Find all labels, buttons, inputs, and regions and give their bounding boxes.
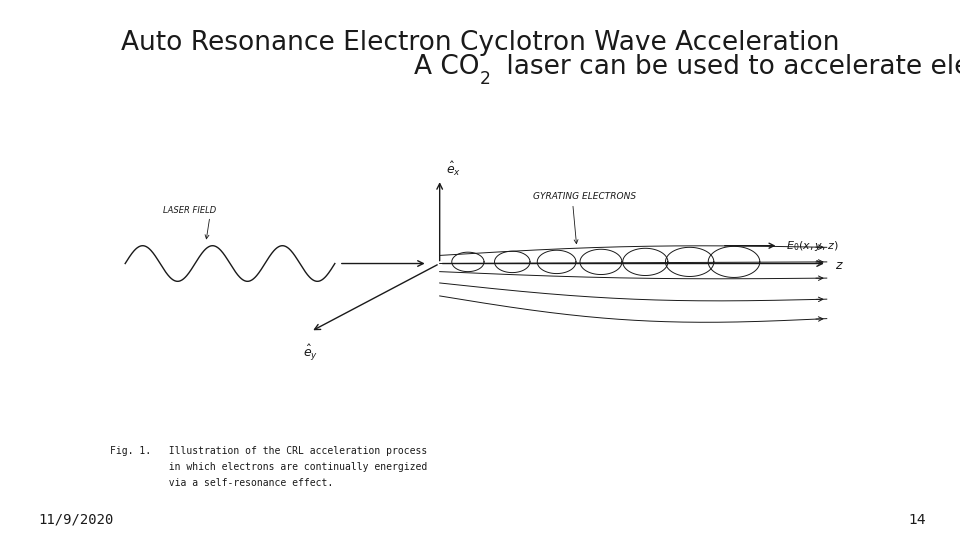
Text: via a self-resonance effect.: via a self-resonance effect. bbox=[110, 478, 334, 488]
Text: $z$: $z$ bbox=[835, 259, 844, 272]
Text: Fig. 1.   Illustration of the CRL acceleration process: Fig. 1. Illustration of the CRL accelera… bbox=[110, 446, 427, 456]
Text: 11/9/2020: 11/9/2020 bbox=[38, 512, 114, 526]
Text: laser can be used to accelerate electrons: laser can be used to accelerate electron… bbox=[497, 55, 960, 80]
Text: Auto Resonance Electron Cyclotron Wave Acceleration: Auto Resonance Electron Cyclotron Wave A… bbox=[121, 30, 839, 56]
Text: GYRATING ELECTRONS: GYRATING ELECTRONS bbox=[533, 192, 636, 201]
Text: in which electrons are continually energized: in which electrons are continually energ… bbox=[110, 462, 427, 472]
Text: 2: 2 bbox=[480, 70, 492, 89]
Text: A CO: A CO bbox=[415, 55, 480, 80]
Text: $\hat{e}_x$: $\hat{e}_x$ bbox=[446, 159, 461, 178]
Text: $E_0(x,y,z)$: $E_0(x,y,z)$ bbox=[786, 239, 839, 253]
Text: 14: 14 bbox=[909, 512, 926, 526]
Text: LASER FIELD: LASER FIELD bbox=[163, 206, 216, 215]
Text: $\hat{e}_y$: $\hat{e}_y$ bbox=[303, 343, 318, 363]
